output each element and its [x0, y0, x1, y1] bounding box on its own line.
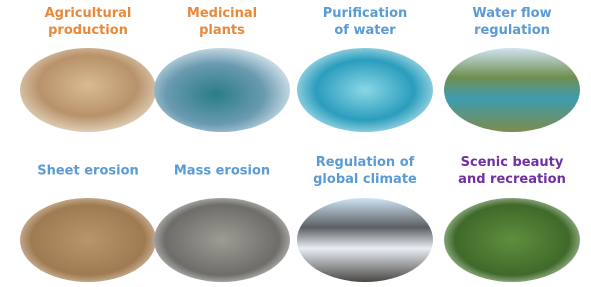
label: Sheet erosion [37, 164, 139, 179]
photo [20, 48, 156, 132]
label: Purification [323, 6, 408, 21]
photo [20, 198, 156, 282]
label: Regulation of [316, 155, 415, 170]
label: production [48, 23, 128, 38]
label: Scenic beauty [461, 155, 564, 170]
label: Agricultural [45, 6, 132, 21]
photo [297, 198, 433, 282]
ecosystem-services: Agricultural production Medicinal plants Pur… [0, 0, 591, 283]
label: Water flow [472, 6, 551, 21]
label: and recreation [458, 172, 566, 187]
photo [297, 48, 433, 132]
photo [444, 48, 580, 132]
photo [154, 198, 290, 282]
label: regulation [474, 23, 550, 38]
label: Mass erosion [174, 164, 270, 179]
label: plants [199, 23, 245, 38]
photo [444, 198, 580, 282]
label: Medicinal [187, 6, 257, 21]
label: global climate [313, 172, 417, 187]
label: of water [334, 23, 396, 38]
photo [154, 48, 290, 132]
